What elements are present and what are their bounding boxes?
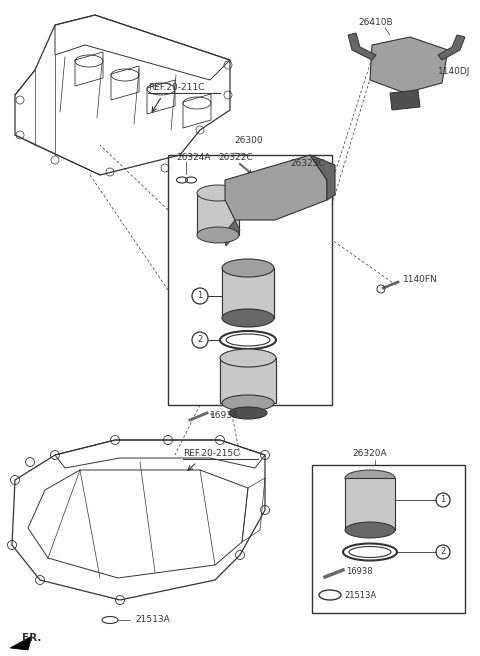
Polygon shape — [225, 155, 327, 220]
Text: 2: 2 — [197, 335, 203, 344]
Ellipse shape — [197, 227, 239, 243]
Text: 21513A: 21513A — [344, 591, 376, 600]
Ellipse shape — [222, 309, 274, 327]
Text: 26324A: 26324A — [176, 153, 211, 162]
Ellipse shape — [222, 259, 274, 277]
Ellipse shape — [197, 185, 239, 201]
Text: 26323C: 26323C — [290, 159, 325, 168]
Polygon shape — [223, 220, 240, 246]
Polygon shape — [370, 37, 448, 93]
Polygon shape — [348, 33, 376, 60]
Polygon shape — [10, 636, 32, 650]
Text: 1140DJ: 1140DJ — [438, 68, 470, 77]
Bar — [197, 193, 239, 235]
Text: 26410B: 26410B — [358, 18, 393, 27]
Text: REF.20-215C: REF.20-215C — [183, 449, 240, 458]
Text: 1: 1 — [440, 495, 445, 504]
Text: 21513A: 21513A — [135, 615, 170, 625]
Text: 26320A: 26320A — [352, 449, 386, 458]
Ellipse shape — [345, 470, 395, 486]
Text: FR.: FR. — [22, 633, 41, 643]
Polygon shape — [438, 35, 465, 60]
Ellipse shape — [222, 395, 274, 411]
Bar — [345, 478, 395, 530]
Text: 16938: 16938 — [346, 567, 372, 576]
Text: 2: 2 — [440, 548, 445, 556]
Text: 1140FN: 1140FN — [403, 276, 438, 285]
Text: 26322C: 26322C — [218, 153, 252, 162]
Text: REF.20-211C: REF.20-211C — [148, 83, 204, 92]
Polygon shape — [310, 155, 335, 200]
Text: 26300: 26300 — [234, 136, 263, 145]
Text: 16938: 16938 — [210, 411, 239, 419]
Ellipse shape — [345, 522, 395, 538]
Ellipse shape — [220, 349, 276, 367]
Bar — [312, 465, 465, 613]
Text: 1: 1 — [197, 291, 203, 300]
Ellipse shape — [229, 407, 267, 419]
Bar — [168, 155, 332, 405]
Bar — [220, 358, 276, 403]
Bar — [222, 268, 274, 318]
Polygon shape — [390, 90, 420, 110]
